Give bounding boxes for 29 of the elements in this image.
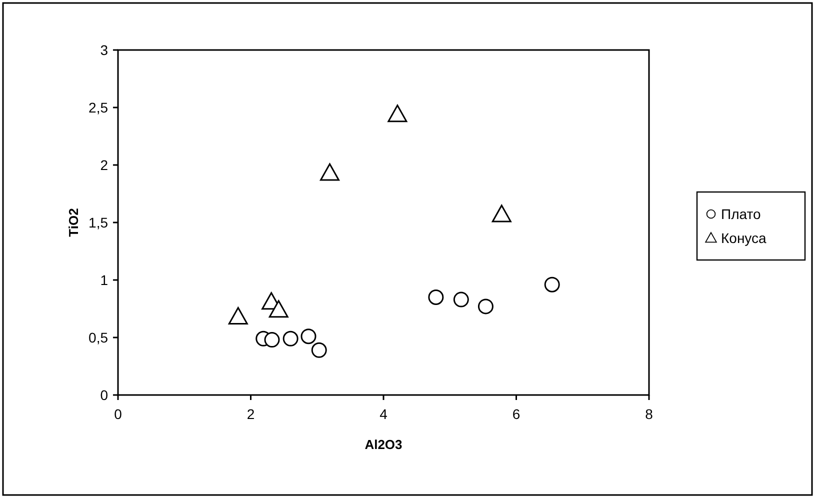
point [320, 163, 340, 181]
y-tick-label: 2,5 [88, 99, 108, 116]
point [428, 290, 444, 305]
legend-label: Конуса [721, 230, 767, 246]
legend-label: Плато [721, 206, 761, 222]
x-axis-title: Al2O3 [364, 437, 402, 452]
y-tick-label: 0,5 [88, 329, 108, 346]
x-tick-label: 6 [512, 406, 520, 422]
y-tick-label: 1 [100, 272, 108, 288]
x-tick-label: 0 [114, 406, 122, 422]
point [311, 342, 327, 358]
point [228, 307, 248, 325]
point [264, 332, 280, 348]
point [492, 204, 512, 222]
point [544, 276, 560, 292]
x-tick-label: 8 [645, 406, 654, 422]
point [478, 298, 494, 314]
point [300, 328, 316, 344]
y-tick-label: 0 [100, 386, 108, 403]
y-axis-title: TiO2 [66, 208, 81, 237]
point [388, 104, 408, 122]
point [282, 330, 298, 346]
point [453, 292, 469, 308]
x-tick-label: 4 [380, 406, 388, 422]
point [268, 300, 288, 318]
y-tick-label: 3 [100, 42, 108, 58]
x-tick-label: 2 [246, 406, 255, 422]
y-tick-label: 2 [100, 156, 108, 173]
y-tick-label: 1,5 [88, 214, 108, 230]
